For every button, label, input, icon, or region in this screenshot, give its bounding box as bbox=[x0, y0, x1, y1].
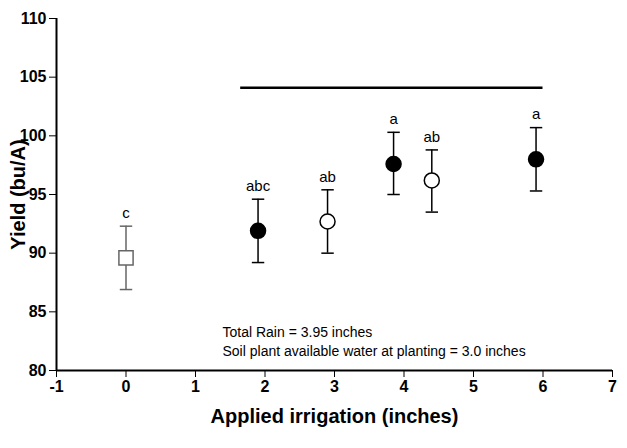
svg-text:Total Rain = 3.95 inches: Total Rain = 3.95 inches bbox=[223, 324, 373, 340]
svg-text:85: 85 bbox=[29, 303, 47, 320]
svg-text:2: 2 bbox=[261, 378, 270, 395]
svg-text:c: c bbox=[122, 204, 130, 221]
svg-text:100: 100 bbox=[19, 127, 47, 144]
svg-text:1: 1 bbox=[191, 378, 200, 395]
svg-text:3: 3 bbox=[330, 378, 339, 395]
svg-text:7: 7 bbox=[608, 378, 617, 395]
svg-text:Soil plant available water at: Soil plant available water at planting =… bbox=[223, 343, 526, 359]
svg-text:a: a bbox=[389, 110, 398, 127]
svg-text:80: 80 bbox=[29, 362, 47, 379]
svg-text:6: 6 bbox=[539, 378, 548, 395]
svg-text:Applied irrigation (inches): Applied irrigation (inches) bbox=[211, 405, 459, 427]
svg-text:0: 0 bbox=[122, 378, 131, 395]
svg-text:ab: ab bbox=[423, 128, 440, 145]
svg-text:110: 110 bbox=[21, 10, 47, 27]
svg-text:4: 4 bbox=[400, 378, 409, 395]
svg-text:abc: abc bbox=[246, 177, 271, 194]
svg-text:95: 95 bbox=[29, 186, 47, 203]
svg-text:5: 5 bbox=[469, 378, 478, 395]
svg-text:90: 90 bbox=[29, 244, 47, 261]
svg-text:-1: -1 bbox=[49, 378, 63, 395]
svg-text:105: 105 bbox=[20, 68, 47, 85]
svg-text:a: a bbox=[532, 105, 541, 122]
svg-text:ab: ab bbox=[319, 168, 336, 185]
svg-text:Yield (bu/A): Yield (bu/A) bbox=[7, 139, 29, 249]
